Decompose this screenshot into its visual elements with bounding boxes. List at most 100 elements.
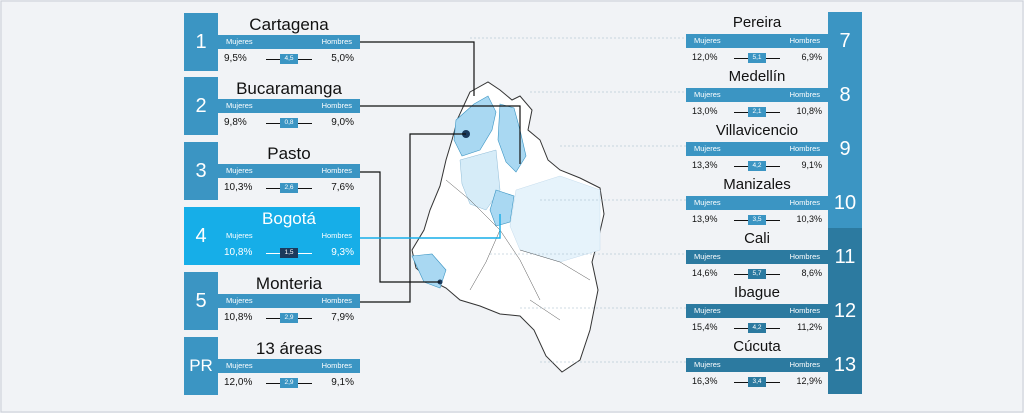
hombres-rate: 9,3% bbox=[331, 247, 354, 258]
hombres-label: Hombres bbox=[321, 37, 352, 46]
hombres-rate: 9,1% bbox=[801, 160, 822, 170]
mujeres-rate: 14,6% bbox=[692, 268, 718, 278]
city-card-pasto: 3 Pasto Mujeres Hombres 10,3% 2,6 7,6% bbox=[184, 142, 360, 200]
rank-badge: 2 bbox=[184, 77, 218, 135]
rate-values: 10,3% 2,6 7,6% bbox=[218, 180, 360, 196]
gap-badge: 2,1 bbox=[748, 107, 766, 117]
mujeres-rate: 13,3% bbox=[692, 160, 718, 170]
city-name: Bogotá bbox=[262, 209, 316, 228]
map-country-outline bbox=[411, 81, 605, 373]
hombres-rate: 9,1% bbox=[331, 377, 354, 388]
gap-badge: 3,5 bbox=[748, 215, 766, 225]
mujeres-label: Mujeres bbox=[226, 231, 253, 240]
city-card-bucaramanga: 2 Bucaramanga Mujeres Hombres 9,8% 0,8 9,… bbox=[184, 77, 360, 135]
mujeres-rate: 15,4% bbox=[692, 322, 718, 332]
gender-header: Mujeres Hombres bbox=[686, 304, 828, 318]
rate-values: 14,6% 5,7 8,6% bbox=[686, 266, 828, 282]
city-name: Monteria bbox=[255, 274, 323, 293]
gender-header: Mujeres Hombres bbox=[218, 294, 360, 308]
gap-badge: 2,6 bbox=[280, 183, 298, 193]
mujeres-label: Mujeres bbox=[226, 361, 253, 370]
gap-badge: 3,4 bbox=[748, 377, 766, 387]
gap-badge: 2,9 bbox=[280, 313, 298, 323]
rank-badge: 5 bbox=[184, 272, 218, 330]
mujeres-label: Mujeres bbox=[226, 101, 253, 110]
rate-values: 12,0% 2,9 9,1% bbox=[218, 375, 360, 391]
hombres-label: Hombres bbox=[789, 90, 820, 99]
rate-values: 9,5% 4,5 5,0% bbox=[218, 51, 360, 67]
city-name: Villavicencio bbox=[715, 122, 799, 139]
gender-header: Mujeres Hombres bbox=[686, 196, 828, 210]
gap-badge: 4,2 bbox=[748, 323, 766, 333]
hombres-rate: 12,9% bbox=[796, 376, 822, 386]
rank-badge: 12 bbox=[828, 282, 862, 340]
rank-badge: 9 bbox=[828, 120, 862, 178]
map-region-central bbox=[459, 149, 501, 211]
mujeres-label: Mujeres bbox=[226, 37, 253, 46]
city-card-manizales: 10 Manizales Mujeres Hombres 13,9% 3,5 10… bbox=[686, 174, 862, 232]
mujeres-label: Mujeres bbox=[694, 144, 721, 153]
mujeres-rate: 10,8% bbox=[224, 247, 253, 258]
hombres-rate: 11,2% bbox=[797, 322, 822, 332]
gap-badge: 0,8 bbox=[280, 118, 298, 128]
rank-badge: PR bbox=[184, 337, 218, 395]
mujeres-rate: 10,8% bbox=[224, 312, 253, 323]
city-name: 13 áreas bbox=[255, 339, 323, 358]
mujeres-label: Mujeres bbox=[694, 198, 721, 207]
city-card-bogota: 4 Bogotá Mujeres Hombres 10,8% 1,5 9,3% bbox=[184, 207, 360, 265]
mujeres-rate: 12,0% bbox=[224, 377, 253, 388]
hombres-label: Hombres bbox=[789, 36, 820, 45]
hombres-label: Hombres bbox=[321, 166, 352, 175]
gender-header: Mujeres Hombres bbox=[686, 142, 828, 156]
map-region-narino bbox=[411, 253, 447, 289]
hombres-label: Hombres bbox=[321, 231, 352, 240]
rank-badge: 11 bbox=[828, 228, 862, 286]
mujeres-rate: 12,0% bbox=[692, 52, 718, 62]
gender-header: Mujeres Hombres bbox=[218, 99, 360, 113]
city-name: Bucaramanga bbox=[236, 79, 342, 98]
rate-values: 10,8% 2,9 7,9% bbox=[218, 310, 360, 326]
map-region-bogota bbox=[489, 189, 515, 227]
hombres-label: Hombres bbox=[321, 101, 352, 110]
gender-header: Mujeres Hombres bbox=[686, 34, 828, 48]
gap-badge: 5,7 bbox=[748, 269, 766, 279]
mujeres-rate: 10,3% bbox=[224, 182, 253, 193]
gender-header: Mujeres Hombres bbox=[218, 164, 360, 178]
rank-badge: 3 bbox=[184, 142, 218, 200]
city-card-cucuta: 13 Cúcuta Mujeres Hombres 16,3% 3,4 12,9% bbox=[686, 336, 862, 394]
hombres-label: Hombres bbox=[789, 360, 820, 369]
gap-badge: 1,5 bbox=[280, 248, 298, 258]
rate-values: 13,3% 4,2 9,1% bbox=[686, 158, 828, 174]
city-card-cartagena: 1 Cartagena Mujeres Hombres 9,5% 4,5 5,0% bbox=[184, 13, 360, 71]
rank-badge: 1 bbox=[184, 13, 218, 71]
gender-header: Mujeres Hombres bbox=[218, 35, 360, 49]
rank-badge: 7 bbox=[828, 12, 862, 70]
mujeres-label: Mujeres bbox=[694, 360, 721, 369]
rate-values: 16,3% 3,4 12,9% bbox=[686, 374, 828, 390]
gender-header: Mujeres Hombres bbox=[218, 229, 360, 243]
rate-values: 12,0% 5,1 6,9% bbox=[686, 50, 828, 66]
city-name: Cali bbox=[744, 230, 770, 247]
hombres-rate: 5,0% bbox=[331, 53, 354, 64]
mujeres-rate: 9,5% bbox=[224, 53, 247, 64]
city-name: Medellín bbox=[728, 68, 786, 85]
hombres-rate: 9,0% bbox=[331, 117, 354, 128]
map-region-santander bbox=[497, 103, 527, 173]
mujeres-label: Mujeres bbox=[694, 252, 721, 261]
city-card-cali: 11 Cali Mujeres Hombres 14,6% 5,7 8,6% bbox=[686, 228, 862, 286]
hombres-rate: 6,9% bbox=[801, 52, 822, 62]
hombres-rate: 10,3% bbox=[796, 214, 822, 224]
rank-badge: 4 bbox=[184, 207, 218, 265]
gap-badge: 4,2 bbox=[748, 161, 766, 171]
gender-header: Mujeres Hombres bbox=[218, 359, 360, 373]
city-name: Ibague bbox=[734, 284, 780, 301]
map-region-north bbox=[453, 95, 497, 157]
city-card-villavicencio: 9 Villavicencio Mujeres Hombres 13,3% 4,2… bbox=[686, 120, 862, 178]
city-name: Pereira bbox=[732, 14, 782, 31]
mujeres-rate: 13,9% bbox=[692, 214, 718, 224]
gap-badge: 2,9 bbox=[280, 378, 298, 388]
city-name: Cúcuta bbox=[733, 338, 781, 355]
city-name: Cartagena bbox=[249, 15, 329, 34]
hombres-label: Hombres bbox=[789, 252, 820, 261]
